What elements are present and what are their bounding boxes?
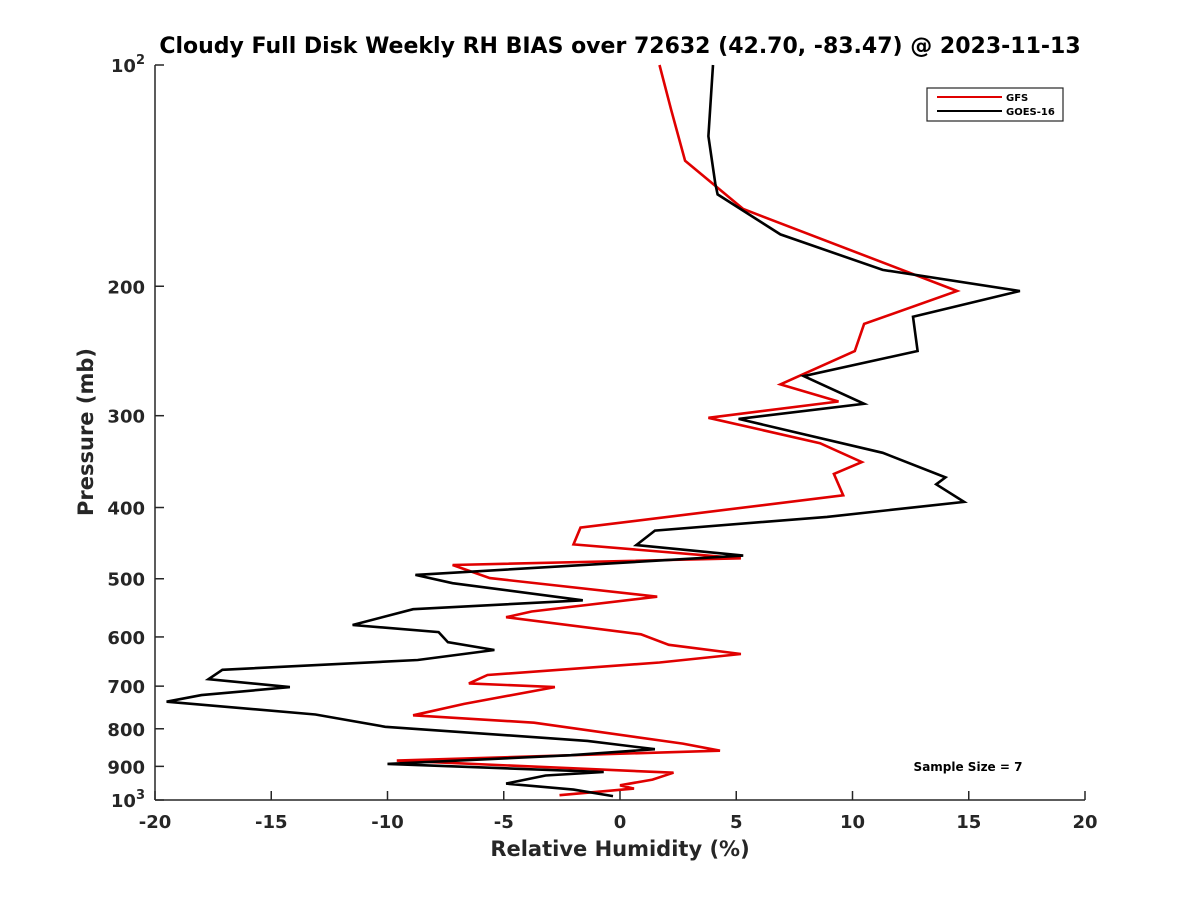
legend: GFS GOES-16 [926,87,1064,122]
x-axis-label: Relative Humidity (%) [490,837,749,861]
sample-size-annotation: Sample Size = 7 [914,760,1023,774]
y-axis-label: Pressure (mb) [74,348,98,516]
y-tick-label: 700 [107,677,145,698]
chart-title: Cloudy Full Disk Weekly RH BIAS over 726… [159,34,1080,59]
y-tick-label: 102 [111,53,145,77]
x-tick-label: -20 [139,812,172,833]
x-tick-label: -10 [371,812,404,833]
y-tick-label: 900 [107,757,145,778]
legend-label-gfs: GFS [1006,93,1028,104]
y-tick-label: 600 [107,628,145,649]
series-line-gfs [396,64,961,797]
x-tick-label: 20 [1072,812,1097,833]
legend-label-goes16: GOES-16 [1006,107,1055,118]
x-tick-label: 5 [730,812,743,833]
legend-box [926,87,1064,122]
y-ticks: 102 200 300 400 500 600 700 800 900 103 [107,53,164,812]
x-ticks: -20 -15 -10 -5 0 5 10 15 20 [139,791,1098,833]
y-tick-label: 103 [111,788,145,812]
series-line-goes16 [166,64,1021,798]
x-tick-label: -15 [255,812,288,833]
series-layer [166,64,1021,798]
plot-area: -20 -15 -10 -5 0 5 10 15 20 102 200 300 400 500 600 70… [107,53,1097,833]
x-tick-label: 10 [840,812,865,833]
y-tick-label: 200 [107,277,145,298]
x-tick-label: 15 [956,812,981,833]
x-tick-label: -5 [494,812,514,833]
y-tick-label: 300 [107,407,145,428]
y-tick-label: 400 [107,499,145,520]
y-tick-label: 500 [107,570,145,591]
x-tick-label: 0 [614,812,627,833]
y-tick-label: 800 [107,720,145,741]
